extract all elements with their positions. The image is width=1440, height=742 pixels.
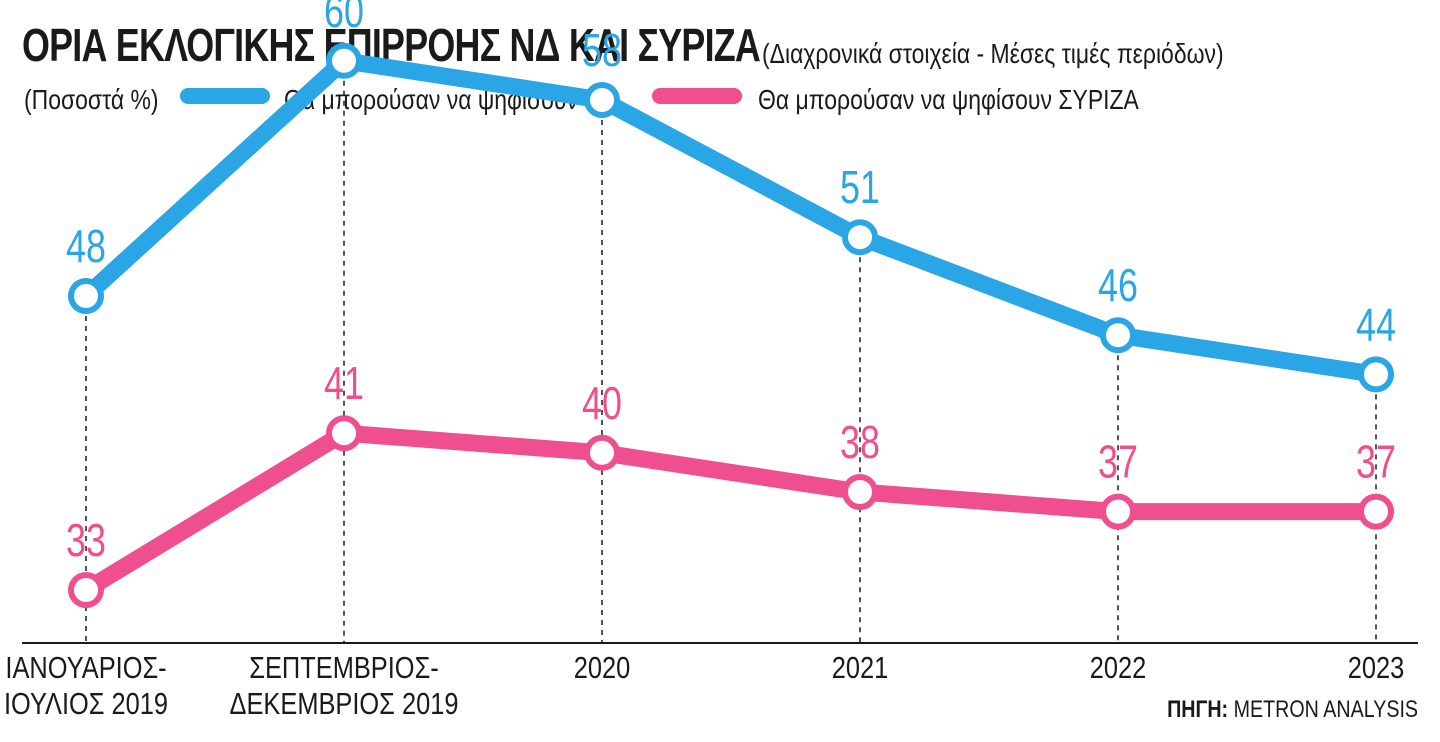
units-label: (Ποσοστά %) <box>24 84 159 115</box>
x-tick-label: 2023 <box>1348 651 1405 686</box>
data-label-nd: 48 <box>66 221 106 272</box>
legend-swatch-syriza <box>652 88 742 104</box>
x-tick-label: 2022 <box>1090 651 1147 686</box>
x-tick-label: 2021 <box>832 651 889 686</box>
data-label-nd: 60 <box>324 0 364 37</box>
data-point-syriza <box>842 474 878 510</box>
data-point-nd <box>326 42 362 79</box>
data-point-nd <box>584 82 620 118</box>
data-point-nd <box>68 278 104 314</box>
data-point-nd <box>842 219 878 256</box>
data-label-nd: 58 <box>582 25 622 76</box>
data-label-nd: 44 <box>1356 299 1396 350</box>
data-point-syriza <box>1100 493 1136 530</box>
x-tick-label: ΙΟΥΛΙΟΣ 2019 <box>4 687 168 722</box>
data-label-syriza: 38 <box>840 417 880 468</box>
data-label-syriza: 37 <box>1098 436 1138 487</box>
data-label-syriza: 33 <box>66 515 106 566</box>
chart-subtitle: (Διαχρονικά στοιχεία - Μέσες τιμές περιό… <box>762 38 1224 69</box>
data-point-nd <box>1358 356 1394 393</box>
data-point-nd <box>1100 317 1136 354</box>
x-tick-label: ΔΕΚΕΜΒΡΙΟΣ 2019 <box>230 687 459 722</box>
data-point-syriza <box>68 572 104 608</box>
x-tick-label: ΣΕΠΤΕΜΒΡΙΟΣ- <box>249 651 438 686</box>
source-note: ΠΗΓΗ: METRON ANALYSIS <box>1167 696 1418 724</box>
legend-label-syriza: Θα μπορούσαν να ψηφίσουν ΣΥΡΙΖΑ <box>758 84 1139 115</box>
data-point-syriza <box>1358 493 1394 530</box>
x-tick-label: ΙΑΝΟΥΑΡΙΟΣ- <box>5 651 166 686</box>
data-label-nd: 46 <box>1098 260 1138 311</box>
data-label-syriza: 40 <box>582 378 622 429</box>
x-tick-label: 2020 <box>574 651 631 686</box>
data-label-nd: 51 <box>840 162 880 213</box>
data-point-syriza <box>326 415 362 452</box>
legend-swatch-nd <box>180 88 270 104</box>
data-label-syriza: 41 <box>324 358 364 409</box>
source-value: METRON ANALYSIS <box>1233 696 1418 723</box>
source-label: ΠΗΓΗ: <box>1167 696 1229 723</box>
series-line-syriza <box>77 424 1385 599</box>
data-label-syriza: 37 <box>1356 436 1396 487</box>
series-line-nd <box>77 52 1385 383</box>
data-point-syriza <box>584 434 620 471</box>
